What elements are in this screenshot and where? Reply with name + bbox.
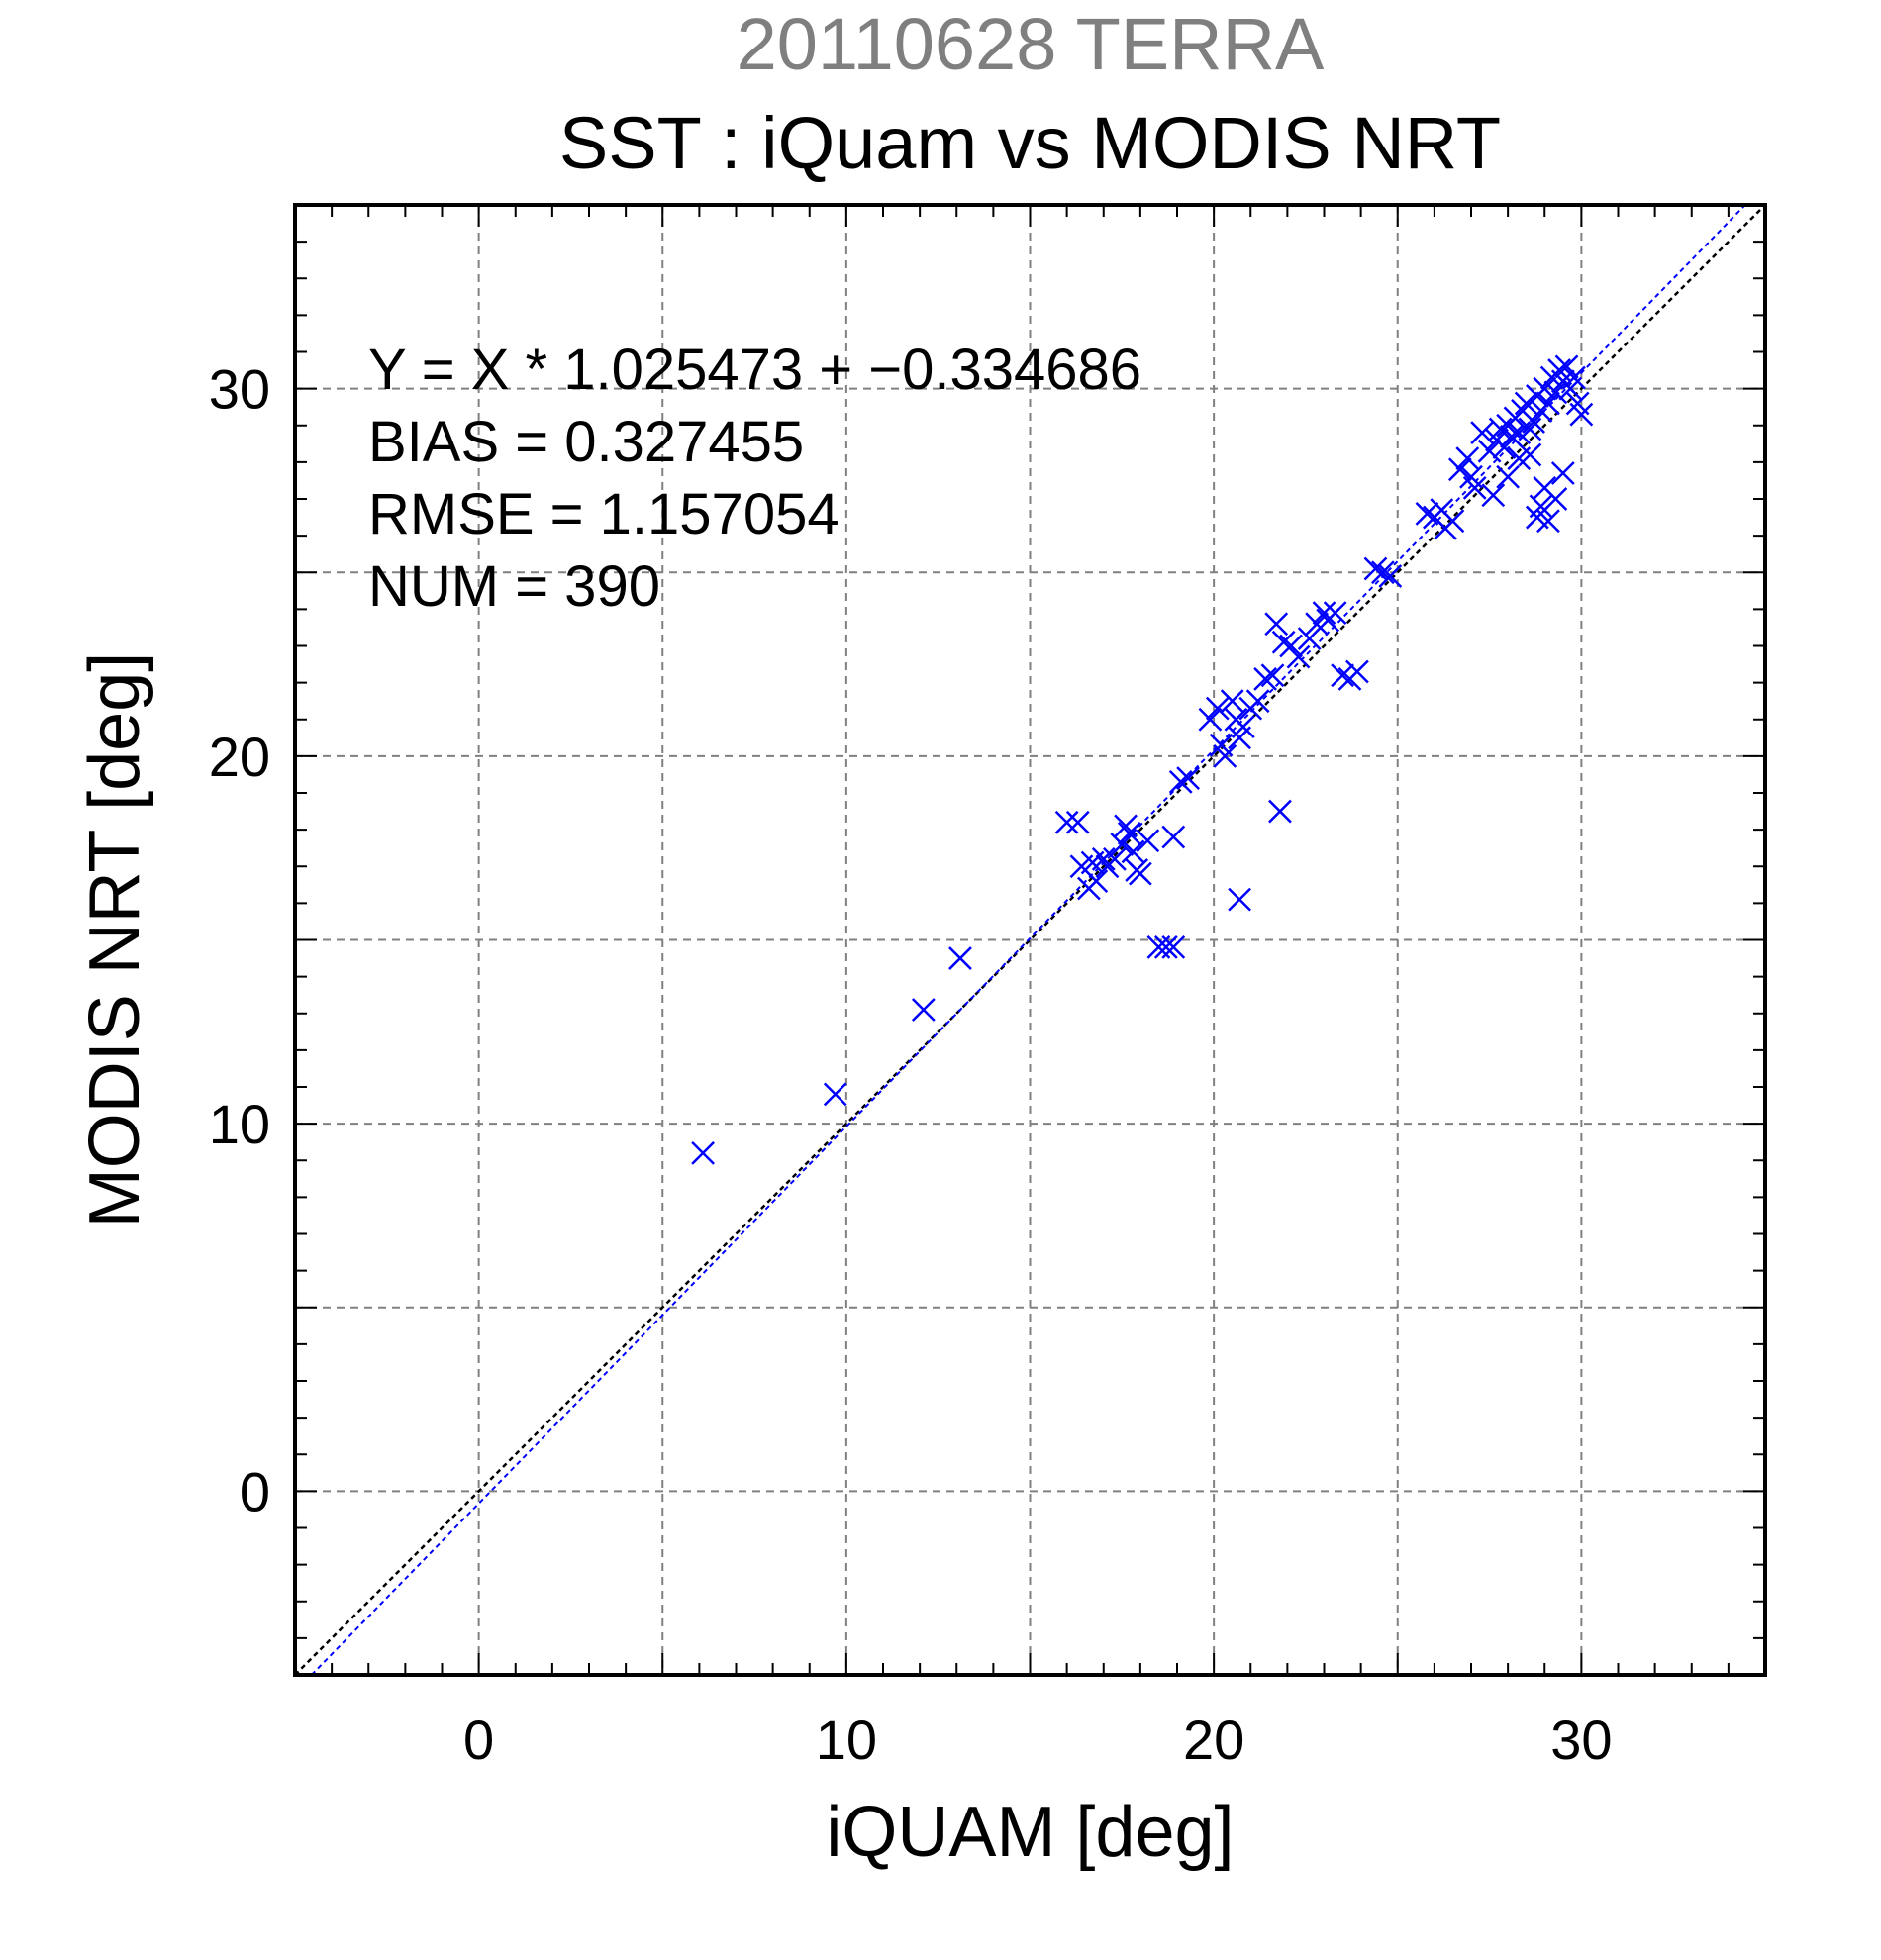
data-point [1481, 483, 1506, 508]
y-axis-label: MODIS NRT [deg] [75, 652, 154, 1228]
data-point [1518, 417, 1542, 441]
data-point [1168, 769, 1193, 794]
x-tick-labels: 0 10 20 30 [463, 1709, 1612, 1771]
plot-frame [293, 203, 1767, 1677]
data-point [1213, 743, 1238, 768]
data-point [1264, 612, 1289, 637]
stats-annotation-line: Y = X * 1.025473 + −0.334686 [368, 338, 1141, 402]
data-point [1455, 446, 1480, 471]
y-tick-label: 10 [209, 1093, 270, 1155]
data-point [1536, 391, 1560, 416]
identity-line [294, 204, 1766, 1676]
data-point [1286, 644, 1311, 669]
data-point [1477, 439, 1502, 463]
data-point [1103, 846, 1127, 871]
stats-annotation-line: NUM = 390 [368, 554, 660, 619]
data-point [1371, 560, 1395, 585]
data-point [1161, 825, 1186, 849]
data-point [1279, 634, 1303, 658]
data-point [1084, 869, 1109, 893]
data-point [823, 1082, 847, 1107]
data-point [1091, 846, 1116, 871]
y-tick-labels: 0 10 20 30 [209, 358, 270, 1523]
data-point [1550, 461, 1575, 485]
data-point [1345, 659, 1369, 684]
data-point [1114, 814, 1138, 838]
stats-annotation-line: RMSE = 1.157054 [368, 482, 840, 546]
data-point [1529, 494, 1553, 519]
chart-suptitle: 20110628 TERRA [736, 3, 1325, 85]
stats-annotations: Y = X * 1.025473 + −0.334686 BIAS = 0.327… [368, 338, 1141, 619]
data-point [1536, 509, 1560, 534]
chart-title: SST : iQuam vs MODIS NRT [558, 102, 1502, 184]
data-point [1231, 715, 1255, 739]
data-point [1447, 457, 1472, 482]
data-point [1363, 556, 1388, 581]
data-point [1253, 667, 1277, 691]
data-point [1054, 810, 1079, 834]
x-axis-label: iQUAM [deg] [826, 1793, 1234, 1872]
data-point [1176, 766, 1201, 791]
data-point [1220, 689, 1244, 714]
data-point [1562, 365, 1586, 390]
data-point [1331, 663, 1354, 688]
data-point [1514, 391, 1538, 416]
data-point [1488, 417, 1513, 441]
data-point [1569, 402, 1594, 427]
data-point [1136, 829, 1160, 853]
data-point [1533, 475, 1557, 500]
x-tick-label: 30 [1550, 1709, 1612, 1771]
stats-annotation-line: BIAS = 0.327455 [368, 410, 804, 474]
y-tick-label: 0 [240, 1460, 270, 1522]
data-point [1496, 464, 1521, 489]
data-point [1205, 696, 1230, 721]
data-point [1312, 601, 1336, 625]
y-tick-label: 30 [209, 358, 270, 421]
data-point [1128, 861, 1152, 886]
data-point [1554, 354, 1579, 379]
data-point [1297, 627, 1322, 650]
data-point [1323, 601, 1347, 625]
data-point [1440, 509, 1465, 534]
data-points [691, 354, 1594, 1165]
data-point [691, 1140, 715, 1165]
data-point [948, 946, 972, 970]
data-point [1117, 821, 1141, 845]
data-point [1470, 421, 1495, 445]
data-point [1065, 810, 1090, 834]
data-point [1462, 475, 1487, 500]
x-tick-label: 10 [816, 1709, 877, 1771]
y-tick-label: 20 [209, 726, 270, 788]
data-point [1245, 689, 1270, 714]
data-point [1260, 663, 1285, 688]
data-point [1153, 935, 1178, 959]
data-point [1268, 799, 1292, 824]
data-point [911, 998, 936, 1022]
data-point [1507, 446, 1532, 471]
grid [295, 205, 1765, 1675]
data-point [1522, 410, 1545, 434]
x-tick-label: 0 [463, 1709, 494, 1771]
data-point [1161, 935, 1186, 959]
data-point [1121, 839, 1145, 864]
data-point [1543, 380, 1568, 405]
data-point [1378, 564, 1403, 588]
data-point [1415, 501, 1439, 526]
data-point [1110, 833, 1135, 856]
data-point [1228, 887, 1251, 912]
data-point [1499, 425, 1524, 448]
x-tick-label: 20 [1183, 1709, 1244, 1771]
data-point [1198, 707, 1223, 732]
